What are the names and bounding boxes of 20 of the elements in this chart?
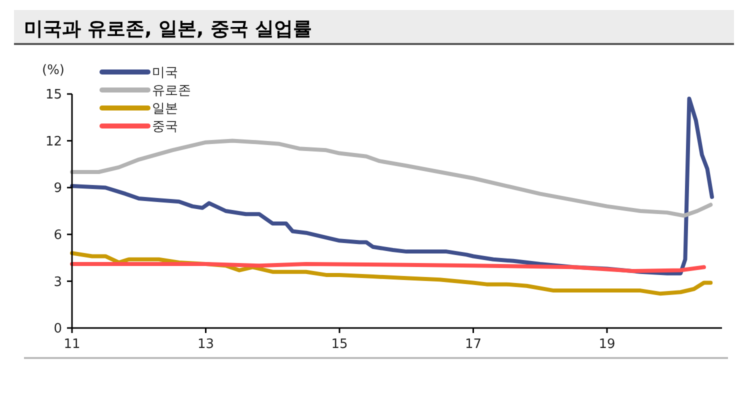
- y-tick-label: 6: [54, 228, 62, 243]
- x-tick-label: 17: [464, 337, 482, 352]
- legend-label: 중국: [152, 120, 178, 135]
- x-tick-label: 11: [64, 337, 80, 352]
- legend-label: 미국: [152, 66, 178, 81]
- legend-label: 일본: [152, 102, 178, 117]
- line-series: [70, 138, 713, 218]
- line-series: [70, 262, 706, 274]
- y-tick-label: 9: [54, 181, 62, 196]
- chart-title: 미국과 유로존, 일본, 중국 실업률: [24, 18, 312, 40]
- y-tick-label: 12: [45, 134, 62, 150]
- line-series: [70, 251, 713, 296]
- legend-label: 유로존: [152, 84, 191, 99]
- y-tick-label: 15: [45, 88, 62, 103]
- x-tick-label: 15: [331, 337, 348, 352]
- y-axis-title: (%): [42, 63, 64, 78]
- y-tick-label: 3: [54, 274, 62, 290]
- y-tick-label: 0: [54, 322, 62, 337]
- x-tick-label: 13: [197, 337, 214, 352]
- x-tick-label: 19: [598, 337, 616, 352]
